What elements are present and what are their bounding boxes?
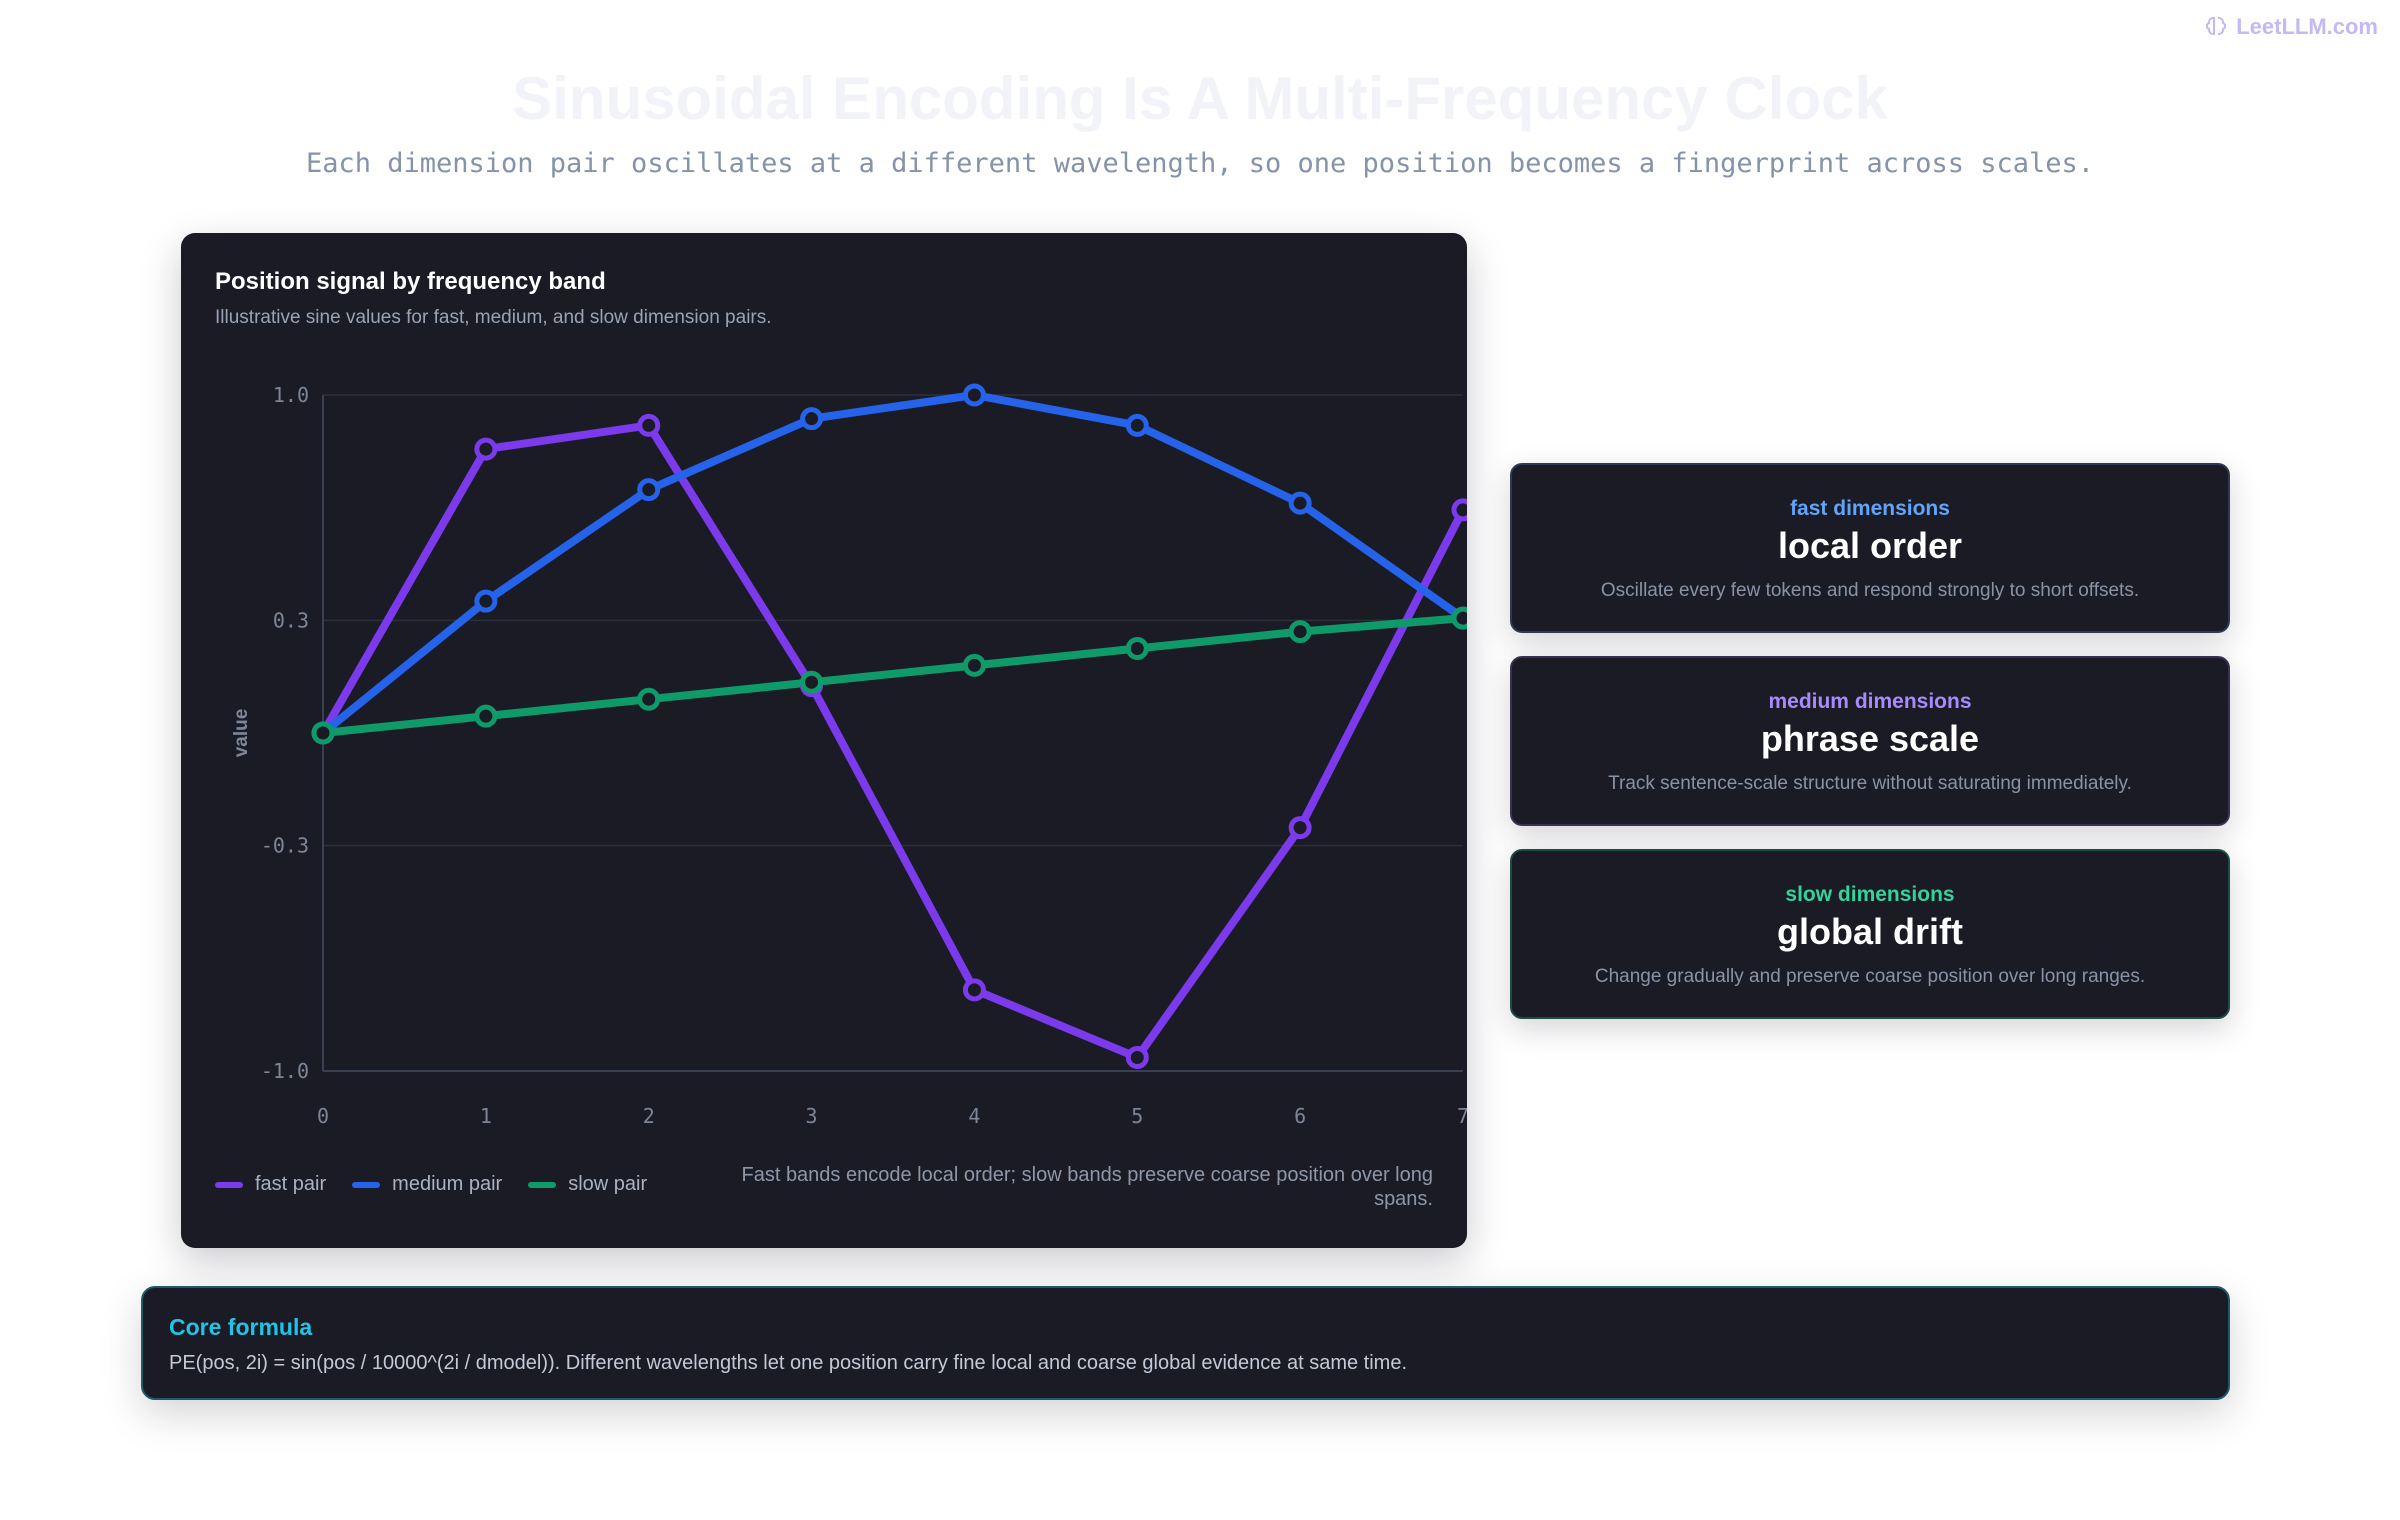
data-point-0 (1288, 816, 1312, 840)
card-fast-dimensions: fast dimensions local order Oscillate ev… (1510, 463, 2230, 633)
chart-note: Fast bands encode local order; slow band… (741, 1164, 1433, 1210)
formula-label: Core formula (169, 1314, 313, 1340)
data-point-2 (474, 704, 498, 728)
x-tick-label: 6 (1294, 1104, 1306, 1128)
data-point-2 (1288, 620, 1312, 644)
y-tick-label: -0.3 (261, 834, 309, 858)
legend-swatch-medium (352, 1181, 381, 1188)
data-point-1 (800, 407, 824, 431)
y-axis-label: value (231, 709, 252, 758)
brain-icon (2206, 17, 2227, 35)
data-point-2 (637, 687, 661, 711)
data-point-1 (1288, 491, 1312, 515)
card-heading: local order (1777, 525, 1963, 566)
legend-item-medium: medium pair (352, 1173, 502, 1196)
formula-card: Core formula PE(pos, 2i) = sin(pos / 100… (141, 1286, 2230, 1400)
x-tick-label: 7 (1457, 1104, 1467, 1128)
data-point-2 (1451, 606, 1467, 630)
data-point-1 (962, 383, 986, 407)
x-tick-label: 0 (317, 1104, 329, 1128)
series-line-2 (319, 614, 1467, 737)
legend-label-fast: fast pair (255, 1173, 327, 1195)
data-point-0 (474, 437, 498, 461)
card-kicker: medium dimensions (1768, 690, 1972, 713)
legend-label-slow: slow pair (568, 1173, 648, 1195)
data-point-1 (474, 589, 498, 613)
data-point-2 (1125, 637, 1149, 660)
card-description: Track sentence-scale structure without s… (1608, 773, 2132, 794)
line-chart: 1.0 0.3 -0.3 -1.0 0 1 2 3 4 5 6 7 value (231, 383, 1467, 1128)
chart-card: Position signal by frequency band Illust… (181, 233, 1467, 1248)
series-line-0 (319, 421, 1467, 1062)
series-line-1 (319, 391, 1467, 737)
data-point-1 (637, 478, 661, 502)
legend-swatch-slow (528, 1181, 557, 1188)
data-point-0 (1451, 498, 1467, 522)
x-tick-label: 4 (968, 1104, 980, 1128)
brand-logo[interactable]: LeetLLM.com (2204, 14, 2378, 40)
data-point-2 (311, 721, 335, 745)
brand-name: LeetLLM.com (2236, 14, 2378, 39)
data-point-2 (962, 653, 986, 677)
y-tick-label: 1.0 (273, 383, 309, 407)
page-title: Sinusoidal Encoding Is A Multi-Frequency… (512, 65, 1888, 132)
data-point-2 (800, 670, 824, 694)
x-tick-label: 3 (806, 1104, 818, 1128)
data-point-0 (962, 978, 986, 1002)
y-tick-label: 0.3 (273, 608, 309, 632)
card-description: Change gradually and preserve coarse pos… (1594, 966, 2146, 987)
legend-item-slow: slow pair (528, 1173, 647, 1196)
legend-label-medium: medium pair (392, 1173, 503, 1195)
card-kicker: slow dimensions (1785, 883, 1955, 906)
chart-legend: fast pair medium pair slow pair (215, 1173, 647, 1196)
x-tick-label: 2 (643, 1104, 655, 1128)
data-point-1 (1125, 413, 1149, 437)
legend-item-fast: fast pair (215, 1173, 326, 1196)
card-description: Oscillate every few tokens and respond s… (1600, 580, 2140, 601)
card-kicker: fast dimensions (1790, 497, 1950, 520)
page-subtitle: Each dimension pair oscillates at a diff… (305, 148, 2095, 179)
legend-swatch-fast (215, 1181, 243, 1188)
card-medium-dimensions: medium dimensions phrase scale Track sen… (1510, 656, 2230, 826)
card-heading: phrase scale (1760, 718, 1980, 759)
data-point-0 (1125, 1045, 1149, 1069)
card-heading: global drift (1777, 911, 1963, 952)
card-slow-dimensions: slow dimensions global drift Change grad… (1510, 849, 2230, 1019)
chart-title: Position signal by frequency band (215, 268, 606, 295)
formula-text: PE(pos, 2i) = sin(pos / 10000^(2i / dmod… (169, 1352, 1407, 1374)
x-tick-label: 1 (480, 1104, 492, 1128)
data-point-0 (637, 413, 661, 437)
x-tick-label: 5 (1131, 1104, 1143, 1128)
chart-subtitle: Illustrative sine values for fast, mediu… (215, 307, 772, 328)
y-tick-label: -1.0 (261, 1059, 309, 1083)
